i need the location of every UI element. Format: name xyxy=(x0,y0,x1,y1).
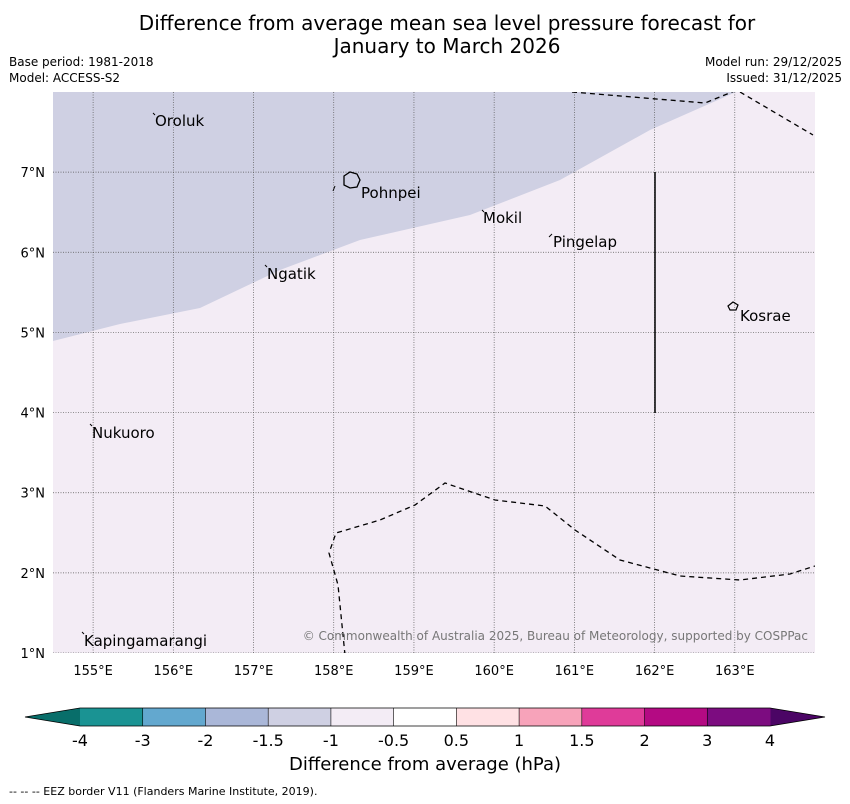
colorbar-segment xyxy=(268,708,332,726)
colorbar-segment xyxy=(80,708,144,726)
colorbar-segment xyxy=(142,708,206,726)
map-area[interactable]: Oroluk Pohnpei Mokil Pingelap Ngatik Kos… xyxy=(53,90,815,655)
model-run: Model run: 29/12/2025 xyxy=(704,55,842,69)
meta-left: Base period: 1981-2018 Model: ACCESS-S2 xyxy=(9,54,154,86)
colorbar-tick-labels: -4 -3 -2 -1.5 -1 -0.5 0.5 1 1.5 2 3 4 xyxy=(72,731,775,750)
colorbar-extend-high xyxy=(770,708,825,726)
ngatik-marker xyxy=(264,264,268,268)
colorbar-tick-label: -0.5 xyxy=(378,731,409,750)
meta-right: Model run: 29/12/2025 Issued: 31/12/2025 xyxy=(705,54,842,86)
pohnpei-outline xyxy=(343,171,361,189)
colorbar-segment xyxy=(707,708,771,726)
latitude-tick-label: 4°N xyxy=(21,407,46,422)
island-label-kapingamarangi: Kapingamarangi xyxy=(84,632,207,650)
island-label-pohnpei: Pohnpei xyxy=(361,184,421,202)
colorbar-label: Difference from average (hPa) xyxy=(288,754,562,775)
colorbar-tick-label: 1.5 xyxy=(569,731,594,750)
upper-region-fill xyxy=(53,92,736,341)
model-name: Model: ACCESS-S2 xyxy=(9,71,121,85)
chart-title: Difference from average mean sea level p… xyxy=(0,12,850,58)
latitude-tick-label: 1°N xyxy=(21,647,46,662)
colorbar-segment xyxy=(205,708,269,726)
oroluk-marker xyxy=(152,112,156,116)
issued-date: Issued: 31/12/2025 xyxy=(726,71,842,85)
island-label-kosrae: Kosrae xyxy=(740,307,791,325)
island-label-oroluk: Oroluk xyxy=(155,112,204,130)
latitude-tick-label: 2°N xyxy=(21,567,46,582)
footer-eez-note: -- -- -- EEZ border V11 (Flanders Marine… xyxy=(9,785,318,798)
colorbar: -4 -3 -2 -1.5 -1 -0.5 0.5 1 1.5 2 3 4 xyxy=(24,707,826,750)
longitude-tick-label: 158°E xyxy=(314,664,354,679)
colorbar-segment xyxy=(456,708,520,726)
colorbar-tick-label: -1 xyxy=(323,731,339,750)
colorbar-tick-label: 2 xyxy=(639,731,649,750)
kosrae-outline xyxy=(727,301,739,311)
latitude-tick-label: 6°N xyxy=(21,246,46,261)
eez-borders xyxy=(328,92,815,653)
longitude-tick-label: 160°E xyxy=(474,664,514,679)
mokil-marker xyxy=(481,209,485,213)
title-line-1: Difference from average mean sea level p… xyxy=(138,11,756,35)
latitude-tick-label: 5°N xyxy=(21,326,46,341)
colorbar-outline xyxy=(24,707,826,727)
latitude-tick-labels: 1°N 2°N 3°N 4°N 5°N 6°N 7°N xyxy=(21,166,46,662)
title-line-2: January to March 2026 xyxy=(333,34,561,58)
copyright-notice: © Commonwealth of Australia 2025, Bureau… xyxy=(303,629,808,643)
colorbar-tick-label: -4 xyxy=(72,731,88,750)
colorbar-tick-label: 1 xyxy=(514,731,524,750)
latitude-tick-label: 7°N xyxy=(21,166,46,181)
island-labels: Oroluk Pohnpei Mokil Pingelap Ngatik Kos… xyxy=(84,112,791,650)
base-period: Base period: 1981-2018 xyxy=(9,55,154,69)
longitude-tick-label: 156°E xyxy=(154,664,194,679)
latitude-tick-label: 3°N xyxy=(21,487,46,502)
eez-border-south xyxy=(328,482,815,653)
island-label-ngatik: Ngatik xyxy=(267,265,316,283)
colorbar-segment xyxy=(644,708,708,726)
island-label-mokil: Mokil xyxy=(483,209,522,227)
colorbar-segment xyxy=(581,708,646,726)
island-markers xyxy=(81,112,553,635)
colorbar-tick-label: 4 xyxy=(765,731,775,750)
island-label-pingelap: Pingelap xyxy=(553,233,617,251)
colorbar-tick-label: -2 xyxy=(197,731,213,750)
eez-border-north xyxy=(571,92,734,104)
longitude-tick-label: 157°E xyxy=(234,664,274,679)
colorbar-tick-label: -1.5 xyxy=(253,731,284,750)
longitude-tick-label: 159°E xyxy=(394,664,434,679)
longitude-tick-labels: 155°E 156°E 157°E 158°E 159°E 160°E 161°E 162°E… xyxy=(73,664,754,679)
colorbar-segments xyxy=(80,708,771,726)
colorbar-segment xyxy=(519,708,583,726)
colorbar-tick-label: 3 xyxy=(702,731,712,750)
colorbar-tick-label: -3 xyxy=(135,731,151,750)
longitude-tick-label: 155°E xyxy=(73,664,113,679)
pohnpei-reef-mark xyxy=(332,185,336,192)
nukuoro-marker xyxy=(89,423,93,427)
colorbar-segment xyxy=(393,708,457,726)
longitude-tick-label: 163°E xyxy=(715,664,755,679)
colorbar-tick-label: 0.5 xyxy=(444,731,469,750)
longitude-tick-label: 162°E xyxy=(635,664,675,679)
colorbar-segment xyxy=(330,708,395,726)
kapingamarangi-marker xyxy=(81,631,85,635)
longitude-tick-label: 161°E xyxy=(555,664,595,679)
colorbar-extend-low xyxy=(25,708,80,726)
island-label-nukuoro: Nukuoro xyxy=(92,424,155,442)
pingelap-marker xyxy=(548,233,553,238)
